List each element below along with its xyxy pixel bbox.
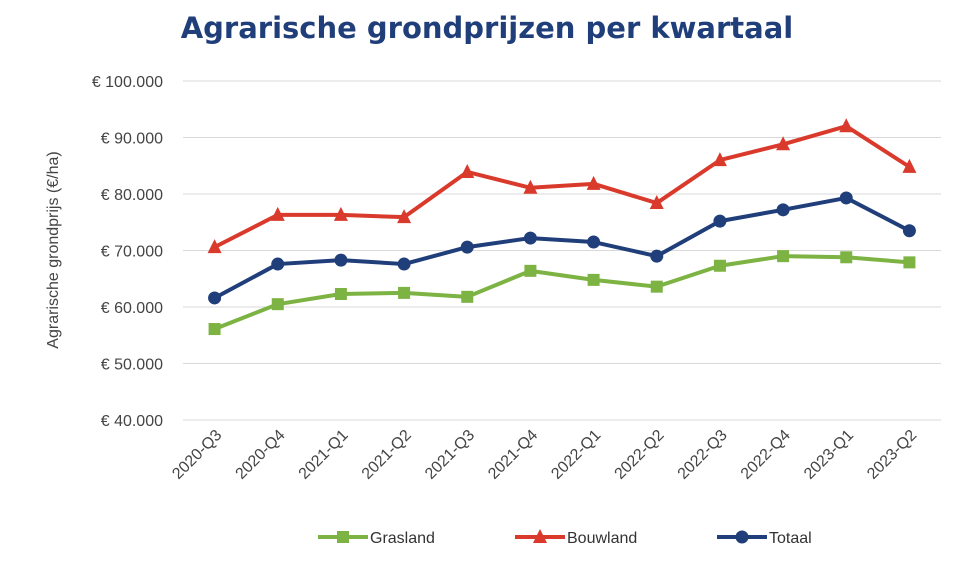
x-tick-label: 2020-Q3 bbox=[169, 427, 225, 483]
y-tick-label: € 90.000 bbox=[101, 131, 163, 148]
data-point bbox=[839, 118, 854, 133]
x-tick-label: 2023-Q2 bbox=[864, 427, 920, 483]
data-point bbox=[398, 286, 411, 299]
data-point bbox=[776, 136, 791, 151]
data-point bbox=[650, 249, 664, 263]
data-point bbox=[776, 203, 790, 217]
data-point bbox=[777, 250, 790, 263]
x-tick-label: 2023-Q1 bbox=[801, 427, 857, 483]
legend-label: Bouwland bbox=[567, 530, 637, 547]
series-line bbox=[213, 254, 910, 331]
data-point bbox=[587, 235, 601, 249]
data-point bbox=[397, 257, 411, 271]
series-bouwland bbox=[207, 118, 917, 254]
data-point bbox=[712, 152, 727, 167]
series-line bbox=[213, 124, 911, 249]
data-point bbox=[523, 231, 537, 245]
data-point bbox=[333, 206, 348, 221]
data-point bbox=[523, 179, 538, 194]
y-tick-label: € 40.000 bbox=[101, 413, 163, 430]
x-tick-label: 2022-Q4 bbox=[738, 427, 794, 483]
series-grasland bbox=[208, 250, 916, 336]
data-point bbox=[460, 240, 474, 254]
legend-label: Totaal bbox=[769, 530, 812, 547]
data-point bbox=[208, 291, 222, 305]
x-tick-label: 2020-Q4 bbox=[233, 427, 289, 483]
y-tick-label: € 80.000 bbox=[101, 187, 163, 204]
data-point bbox=[840, 251, 853, 264]
data-point bbox=[461, 290, 474, 303]
data-point bbox=[587, 273, 600, 286]
data-point bbox=[649, 195, 664, 210]
y-tick-label: € 50.000 bbox=[101, 357, 163, 374]
series-line bbox=[213, 195, 911, 300]
data-point bbox=[334, 253, 348, 267]
x-tick-label: 2021-Q3 bbox=[422, 427, 478, 483]
data-point bbox=[271, 257, 285, 271]
y-tick-label: € 70.000 bbox=[101, 244, 163, 261]
data-point bbox=[334, 288, 347, 301]
y-tick-label: € 60.000 bbox=[101, 300, 163, 317]
data-point bbox=[207, 239, 222, 254]
x-tick-label: 2022-Q3 bbox=[675, 427, 731, 483]
data-point bbox=[713, 214, 727, 228]
data-point bbox=[524, 264, 537, 277]
y-axis-label: Agrarische grondprijs (€/ha) bbox=[45, 151, 62, 348]
legend-item: Totaal bbox=[717, 530, 812, 547]
legend-item: Bouwland bbox=[515, 529, 637, 547]
data-point bbox=[208, 323, 221, 336]
data-point bbox=[839, 191, 853, 205]
data-point bbox=[460, 163, 475, 178]
series-totaal bbox=[208, 191, 916, 305]
x-tick-label: 2022-Q1 bbox=[548, 427, 604, 483]
data-point bbox=[397, 209, 412, 224]
data-point bbox=[903, 256, 916, 269]
data-point bbox=[713, 259, 726, 272]
y-tick-label: € 100.000 bbox=[92, 74, 163, 91]
data-point bbox=[902, 158, 917, 173]
data-point bbox=[271, 298, 284, 311]
x-tick-label: 2021-Q2 bbox=[359, 427, 415, 483]
x-tick-label: 2022-Q2 bbox=[612, 427, 668, 483]
legend-marker bbox=[735, 530, 749, 544]
data-point bbox=[586, 175, 601, 190]
legend-marker bbox=[533, 529, 547, 543]
data-point bbox=[650, 280, 663, 293]
legend-marker bbox=[337, 531, 349, 543]
data-point bbox=[270, 206, 285, 221]
chart-title: Agrarische grondprijzen per kwartaal bbox=[181, 11, 794, 45]
x-tick-label: 2021-Q1 bbox=[296, 427, 352, 483]
legend-label: Grasland bbox=[370, 530, 435, 547]
data-point bbox=[902, 224, 916, 238]
legend-item: Grasland bbox=[318, 530, 435, 547]
x-tick-label: 2021-Q4 bbox=[485, 427, 541, 483]
